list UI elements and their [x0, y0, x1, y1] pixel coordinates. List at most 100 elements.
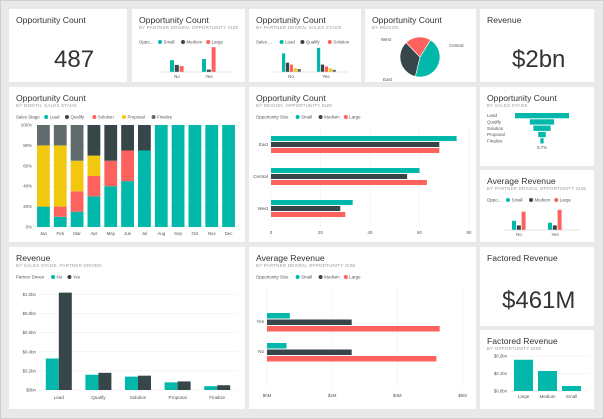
legend-marker: [318, 115, 323, 119]
funnel-label: Lead: [487, 113, 498, 118]
legend-label: Medium: [535, 198, 551, 203]
bar: [271, 142, 440, 147]
tile-subtitle: BY PARTNER DRIVEN, SALES STAGE: [256, 25, 342, 30]
legend-label: Proposal: [127, 115, 144, 120]
funnel-label: Finalize: [487, 138, 503, 143]
legend-label: Large: [560, 198, 572, 203]
bar: [297, 69, 301, 72]
legend-title: Sales Stage: [16, 115, 40, 120]
bar-segment: [121, 125, 134, 151]
funnel-bar: [529, 119, 555, 125]
legend-label: Solution: [333, 40, 349, 45]
tile-title: Opportunity Count: [139, 15, 209, 25]
kpi-value: 487: [54, 46, 95, 73]
tile-average-revenue-large[interactable]: Average Revenue BY PARTNER DRIVEN, OPPOR…: [249, 247, 476, 409]
chart-t10: Partner Driven No Yes $0bn $0.2bn $0.4bn $0.6b…: [16, 275, 237, 400]
chart-t11: Opportunity Size Small Medium Large $0M $2M $4…: [256, 275, 467, 399]
bar: [514, 359, 533, 391]
axis-tick-label: $0.4bn: [23, 349, 37, 354]
bar-segment: [70, 160, 84, 192]
axis-tick-label: $0.6bn: [23, 330, 37, 335]
axis-tick-label: $4M: [393, 393, 402, 398]
axis-tick-label: $0.1bn: [494, 371, 508, 376]
tile-opportunity-count-region[interactable]: Opportunity Count BY REGION Central East W…: [365, 9, 476, 82]
tile-revenue-card[interactable]: Revenue $2bn: [480, 9, 594, 82]
legend-marker: [343, 275, 348, 279]
tile-opportunity-count-partner-size[interactable]: Opportunity Count BY PARTNER DRIVEN, OPP…: [132, 9, 245, 82]
tile-title: Opportunity Count: [256, 15, 326, 25]
tile-factored-revenue-card[interactable]: Factored Revenue $461M: [480, 247, 594, 326]
tile-subtitle: BY SALES STAGE: [487, 103, 528, 108]
axis-tick-label: Sep: [174, 231, 182, 236]
legend-marker: [295, 115, 300, 119]
tile-subtitle: BY OPPORTUNITY SIZE: [487, 346, 542, 351]
axis-tick-label: 0: [270, 230, 273, 235]
axis-tick-label: 80: [467, 230, 472, 235]
tile-subtitle: BY SALES STAGE, PARTNER DRIVEN: [16, 263, 102, 268]
tile-subtitle: BY REGION, OPPORTUNITY SIZE: [256, 103, 333, 108]
legend-label: Small: [301, 275, 312, 280]
funnel-bar: [538, 131, 546, 138]
tile-subtitle: BY PARTNER DRIVEN, OPPORTUNITY SIZE: [487, 186, 587, 191]
bar: [85, 374, 99, 390]
axis-tick-label: Lead: [54, 395, 65, 400]
axis-tick-label: $0M: [263, 393, 272, 398]
legend-label: Solution: [98, 115, 114, 120]
bar: [538, 371, 557, 391]
axis-tick-label: No: [174, 74, 180, 79]
tile-opportunity-count-month-stage[interactable]: Opportunity Count BY MONTH, SALES STAGE …: [9, 87, 245, 242]
bar-segment: [87, 196, 101, 227]
axis-tick-label: 80%: [23, 143, 32, 148]
bar-segment: [70, 211, 84, 227]
legend-marker: [121, 115, 126, 119]
legend-title: Opportunity Size: [256, 115, 289, 120]
legend-label: Qualify: [306, 40, 320, 45]
chart-t2: Oppo... Small Medium Large No Yes: [139, 40, 232, 79]
tile-average-revenue-small[interactable]: Average Revenue BY PARTNER DRIVEN, OPPOR…: [480, 170, 594, 242]
bar: [125, 376, 138, 390]
bar: [267, 326, 440, 332]
legend-marker: [295, 275, 300, 279]
bar-segment: [104, 125, 118, 161]
bar: [267, 356, 437, 362]
tile-subtitle: BY PARTNER DRIVEN, OPPORTUNITY SIZE: [256, 263, 356, 268]
pie-slice: [414, 39, 441, 78]
legend-label: Lead: [285, 40, 295, 45]
legend-label: Large: [349, 115, 361, 120]
bar-segment: [87, 176, 101, 197]
legend-label: No: [57, 275, 63, 280]
funnel-label: Solution: [487, 126, 504, 131]
bar: [174, 64, 179, 72]
axis-tick-label: Medium: [539, 394, 555, 399]
axis-tick-label: 20%: [23, 204, 32, 209]
bar: [516, 225, 521, 230]
axis-tick-label: No: [288, 74, 294, 79]
axis-tick-label: No: [258, 349, 264, 354]
legend-marker: [343, 115, 348, 119]
bar-segment: [87, 125, 101, 156]
legend-label: Medium: [324, 115, 340, 120]
tile-opportunity-count-card[interactable]: Opportunity Count 487: [9, 9, 127, 82]
tile-revenue-stage-partner[interactable]: Revenue BY SALES STAGE, PARTNER DRIVEN P…: [9, 247, 245, 409]
legend-title: Partner Driven: [16, 275, 45, 280]
tile-title: Opportunity Count: [256, 93, 326, 103]
bar: [271, 136, 457, 141]
bar: [204, 386, 218, 390]
bar: [552, 225, 557, 230]
bar: [271, 148, 440, 153]
legend-label: Small: [164, 40, 175, 45]
bar-segment: [154, 125, 168, 227]
bar-segment: [171, 125, 185, 227]
bar: [58, 292, 72, 390]
bar-segment: [138, 125, 151, 151]
funnel-bar: [515, 113, 569, 119]
tile-opportunity-count-region-size[interactable]: Opportunity Count BY REGION, OPPORTUNITY…: [249, 87, 476, 242]
axis-tick-label: Central: [253, 174, 268, 179]
bar-segment: [104, 160, 118, 187]
bar: [267, 343, 287, 349]
tile-opportunity-count-partner-stage[interactable]: Opportunity Count BY PARTNER DRIVEN, SAL…: [249, 9, 361, 82]
tile-factored-revenue-size[interactable]: Factored Revenue BY OPPORTUNITY SIZE $0.…: [480, 330, 594, 409]
axis-tick-label: Solution: [130, 395, 147, 400]
tile-opportunity-count-sales-stage[interactable]: Opportunity Count BY SALES STAGE Lead Qua…: [480, 87, 594, 166]
bar: [317, 47, 321, 72]
